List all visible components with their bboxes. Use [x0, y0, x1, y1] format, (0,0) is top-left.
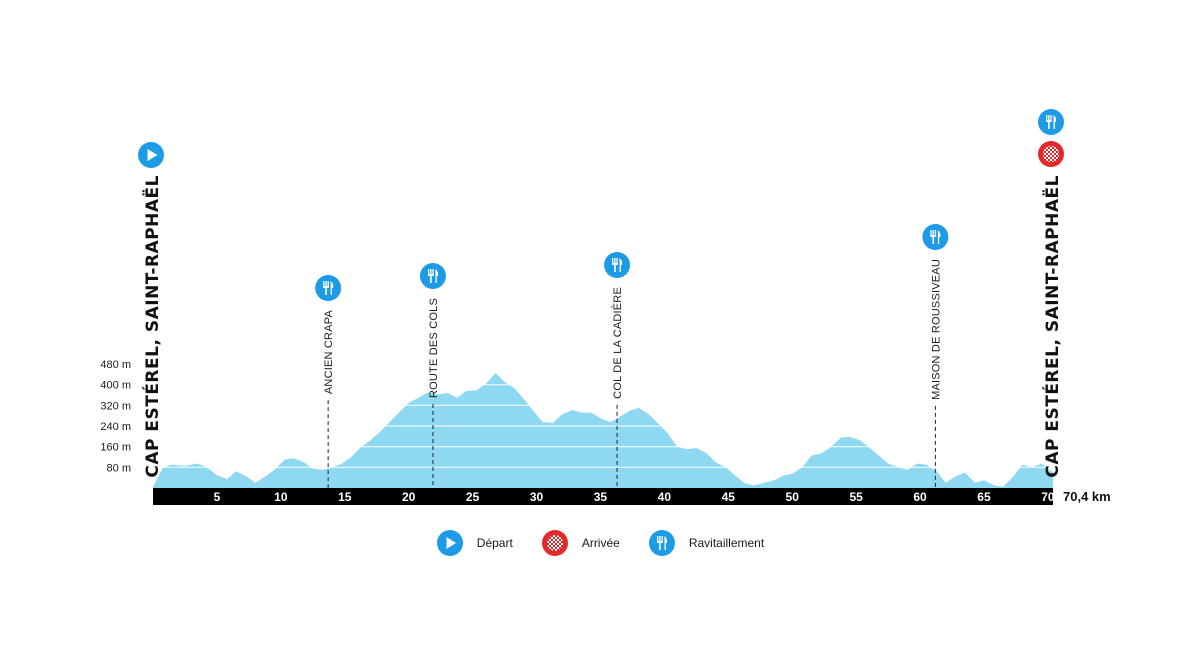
feed-zone-icon-2 — [419, 263, 446, 289]
feed-zone-icon-4 — [922, 224, 949, 250]
x-tick-label-70: 70 — [1041, 490, 1055, 504]
legend-label-start: Départ — [476, 536, 513, 550]
finish-feed-icon — [1038, 109, 1064, 135]
feed-zone-icon-3 — [604, 252, 631, 278]
poi-label-4: MAISON DE ROUSSIVEAU — [930, 259, 942, 400]
poi-label-3: COL DE LA CADIÈRE — [611, 287, 624, 399]
elevation-area — [153, 373, 1053, 488]
y-tick-label-320: 320 m — [100, 400, 131, 412]
y-tick-label-240: 240 m — [100, 421, 131, 433]
plot-area: 80 m 160 m 240 m 320 m 400 m 480 m 5 10 15 20 25 30… — [100, 359, 1111, 505]
x-tick-label-60: 60 — [913, 490, 927, 504]
y-tick-label-480: 480 m — [100, 359, 131, 371]
x-tick-label-65: 65 — [977, 490, 991, 504]
points-of-interest: CAP ESTÉREL, SAINT-RAPHAËL ANCIEN CRAPA RO… — [138, 109, 1064, 488]
x-total-distance-label: 70,4 km — [1063, 489, 1111, 504]
y-tick-label-80: 80 m — [107, 462, 131, 474]
x-tick-label-25: 25 — [466, 490, 480, 504]
legend-item-finish: Arrivée — [541, 529, 620, 557]
legend-item-feed: Ravitaillement — [648, 529, 764, 557]
legend-item-start: Départ — [436, 529, 513, 557]
distance-bar — [153, 488, 1053, 505]
x-tick-label-50: 50 — [786, 490, 800, 504]
finish-icon — [1038, 141, 1064, 167]
x-tick-label-15: 15 — [338, 490, 352, 504]
x-tick-label-35: 35 — [594, 490, 608, 504]
x-tick-label-5: 5 — [214, 490, 221, 504]
y-tick-label-400: 400 m — [100, 380, 131, 392]
feed-zone-icon-1 — [315, 275, 342, 301]
x-tick-label-20: 20 — [402, 490, 416, 504]
x-tick-label-40: 40 — [658, 490, 672, 504]
legend-label-finish: Arrivée — [581, 536, 620, 550]
start-icon — [138, 142, 164, 168]
poi-label-1: ANCIEN CRAPA — [323, 310, 335, 395]
poi-label-2: ROUTE DES COLS — [428, 298, 440, 398]
legend-label-feed: Ravitaillement — [688, 536, 765, 550]
x-tick-label-55: 55 — [849, 490, 863, 504]
finish-town-label: CAP ESTÉREL, SAINT-RAPHAËL — [1041, 175, 1063, 478]
start-town-label: CAP ESTÉREL, SAINT-RAPHAËL — [141, 175, 163, 478]
y-tick-label-160: 160 m — [100, 442, 131, 454]
play-icon — [436, 530, 463, 556]
fork-knife-icon — [648, 530, 675, 556]
x-tick-label-45: 45 — [722, 490, 736, 504]
checkered-flag-icon — [541, 530, 568, 556]
legend: Départ Arrivée Ravitaillement — [0, 528, 1200, 558]
x-tick-label-30: 30 — [530, 490, 544, 504]
x-tick-label-10: 10 — [274, 490, 288, 504]
